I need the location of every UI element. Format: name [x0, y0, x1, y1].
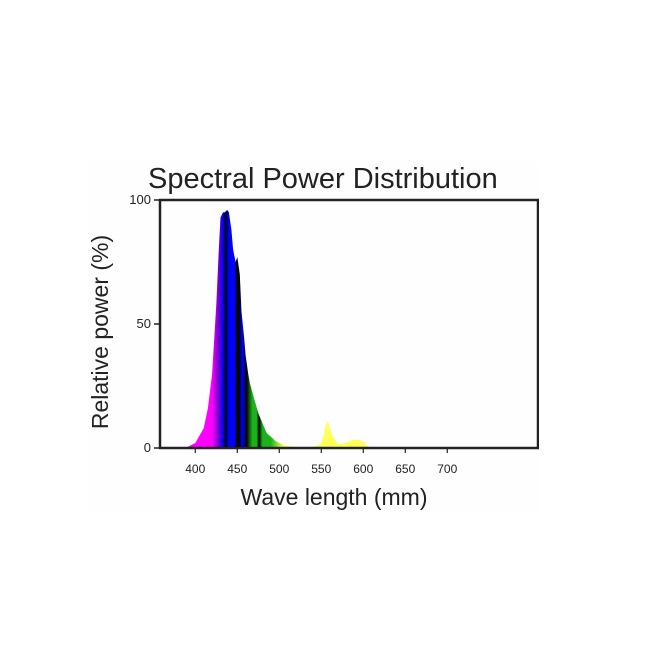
- x-tick-label: 600: [353, 462, 373, 476]
- x-axis-label: Wave length (mm): [240, 484, 427, 510]
- x-tick-label: 650: [395, 462, 415, 476]
- y-tick-label: 100: [129, 192, 151, 207]
- y-axis-ticks: 0 50 100: [129, 192, 160, 455]
- x-axis-ticks: 400 450 500 550 600 650 700: [185, 448, 458, 476]
- spectral-chart: Spectral Power Distribution 0 50 100 400 45…: [87, 163, 540, 510]
- x-tick-label: 550: [311, 462, 331, 476]
- x-tick-label: 500: [269, 462, 289, 476]
- chart-title: Spectral Power Distribution: [148, 163, 498, 195]
- y-tick-label: 0: [144, 440, 151, 455]
- x-tick-label: 400: [185, 462, 205, 476]
- spectrum-area-layer: [178, 209, 372, 448]
- x-tick-label: 450: [227, 462, 247, 476]
- y-axis-label: Relative power (%): [90, 235, 113, 429]
- chart-panel: Spectral Power Distribution 0 50 100 400 45…: [87, 162, 540, 512]
- x-tick-label: 700: [437, 462, 457, 476]
- spectrum-area: [178, 209, 372, 448]
- y-tick-label: 50: [137, 316, 151, 331]
